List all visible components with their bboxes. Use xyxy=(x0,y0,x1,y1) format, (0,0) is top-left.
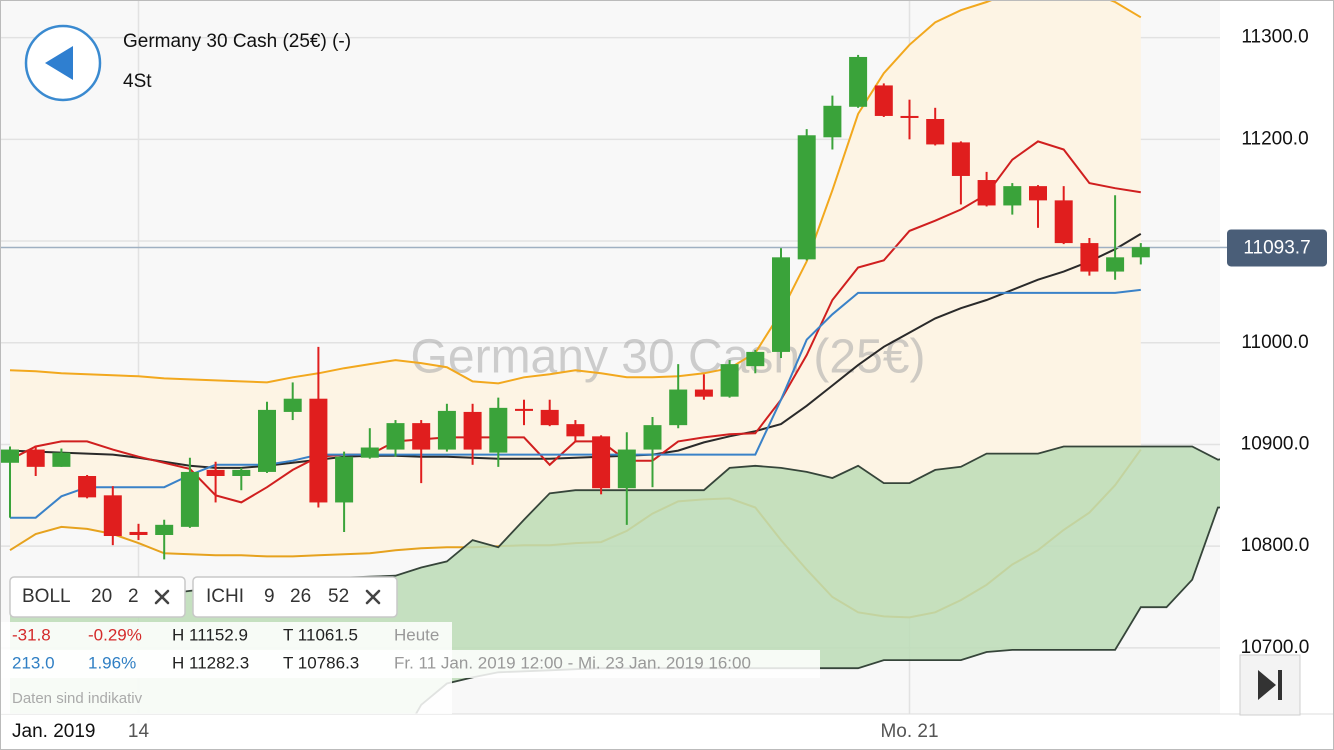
candle-body xyxy=(1080,243,1099,272)
x-axis-area xyxy=(0,714,1334,750)
candle-body xyxy=(1106,257,1125,272)
candle-body xyxy=(1131,247,1150,258)
candle-body xyxy=(874,85,893,116)
stat-low: T 11061.5 xyxy=(283,625,358,644)
ui: Germany 30 Cash (25€) (-) 4St BOLL 20 2 … xyxy=(0,24,1301,716)
stat-change-pct: -0.29% xyxy=(88,625,142,644)
y-tick-label: 10700.0 xyxy=(1241,637,1310,658)
candle-body xyxy=(103,495,122,537)
stat-high: H 11152.9 xyxy=(172,625,248,644)
axes: Jan. 2019 10700.0 10800.0 10900.0 11000.0 11… xyxy=(0,27,1334,750)
chip-param: 2 xyxy=(128,586,139,607)
y-tick-label: 11300.0 xyxy=(1241,27,1308,48)
candle-body xyxy=(26,449,45,467)
chip-param: 9 xyxy=(264,586,275,607)
candle-body xyxy=(412,423,431,450)
candle-body xyxy=(566,424,585,437)
chip-param: 26 xyxy=(290,586,311,607)
chip-label: BOLL xyxy=(22,586,71,607)
back-button[interactable] xyxy=(24,24,102,102)
disclaimer: Daten sind indikativ xyxy=(12,690,143,707)
instrument-title: Germany 30 Cash (25€) (-) xyxy=(123,31,351,52)
candle-body xyxy=(1054,200,1073,244)
stat-period: Fr. 11 Jan. 2019 12:00 - Mi. 23 Jan. 201… xyxy=(394,653,751,672)
indicator-line xyxy=(10,288,1141,519)
candle-body xyxy=(900,115,919,118)
candle-body xyxy=(232,469,251,476)
y-tick-label: 10800.0 xyxy=(1241,535,1310,556)
candle-body xyxy=(1003,186,1022,206)
candle-body xyxy=(926,119,945,145)
candle-body xyxy=(797,135,816,260)
interval: 4St xyxy=(123,71,152,92)
candle-body xyxy=(463,411,482,450)
chip-param: 20 xyxy=(91,586,112,607)
candle-body xyxy=(592,436,611,489)
stat-low: T 10786.3 xyxy=(283,653,359,672)
candle-body xyxy=(540,409,559,426)
candle-body xyxy=(669,389,688,426)
candle-body xyxy=(360,447,379,458)
y-tick-label: 11200.0 xyxy=(1241,128,1308,149)
y-tick-label: 10900.0 xyxy=(1241,433,1310,454)
scroll-to-end-button[interactable] xyxy=(1239,654,1301,716)
candle-body xyxy=(772,257,790,352)
candle-body xyxy=(617,449,636,489)
candle-body xyxy=(180,471,199,527)
candle-body xyxy=(129,531,148,535)
info-panel xyxy=(0,650,820,678)
watermark: Germany 30 Cash (25€) xyxy=(411,331,926,384)
indicator-line xyxy=(9,0,1142,385)
candle-body xyxy=(746,351,765,367)
candle-body xyxy=(823,105,842,138)
candle-body xyxy=(694,389,713,397)
indicator-chip[interactable]: ICHI 9 26 52 xyxy=(192,576,398,618)
candle-body xyxy=(386,423,405,450)
last-price-box xyxy=(1227,229,1327,267)
candle-body xyxy=(78,476,97,498)
stat-change: 213.0 xyxy=(12,653,55,672)
candle-body xyxy=(489,407,508,453)
candle-body xyxy=(258,409,276,472)
stat-change-pct: 1.96% xyxy=(88,653,136,672)
remove-indicator[interactable] xyxy=(365,589,381,605)
candle-body xyxy=(206,469,225,476)
last-price-label: 11093.7 xyxy=(1243,237,1310,258)
candle-body xyxy=(52,452,71,467)
remove-indicator[interactable] xyxy=(154,589,170,605)
stat-period: Heute xyxy=(394,625,439,644)
candle-body xyxy=(515,408,533,411)
indicator-line xyxy=(9,233,1142,469)
candle-body xyxy=(951,142,970,176)
stat-high: H 11282.3 xyxy=(172,653,249,672)
candle-body xyxy=(643,425,662,450)
candle-body xyxy=(283,398,302,412)
candle-body xyxy=(849,56,868,107)
period-label: Jan. 2019 xyxy=(12,721,95,742)
candle-body xyxy=(720,364,739,397)
candle-body xyxy=(309,398,328,503)
chip-param: 52 xyxy=(328,586,349,607)
x-tick-label: Mo. 21 xyxy=(880,721,938,742)
candle-body xyxy=(1,449,19,463)
indicator-chip[interactable]: BOLL 20 2 xyxy=(9,576,186,618)
candle-body xyxy=(155,524,174,535)
candle-body xyxy=(977,180,996,206)
x-tick-label: 14 xyxy=(128,721,150,742)
y-tick-label: 11000.0 xyxy=(1241,332,1308,353)
chip-label: ICHI xyxy=(206,586,244,607)
candle-body xyxy=(335,456,354,503)
candle-body xyxy=(437,410,456,450)
candle-body xyxy=(1029,186,1047,201)
stat-change: -31.8 xyxy=(12,625,51,644)
